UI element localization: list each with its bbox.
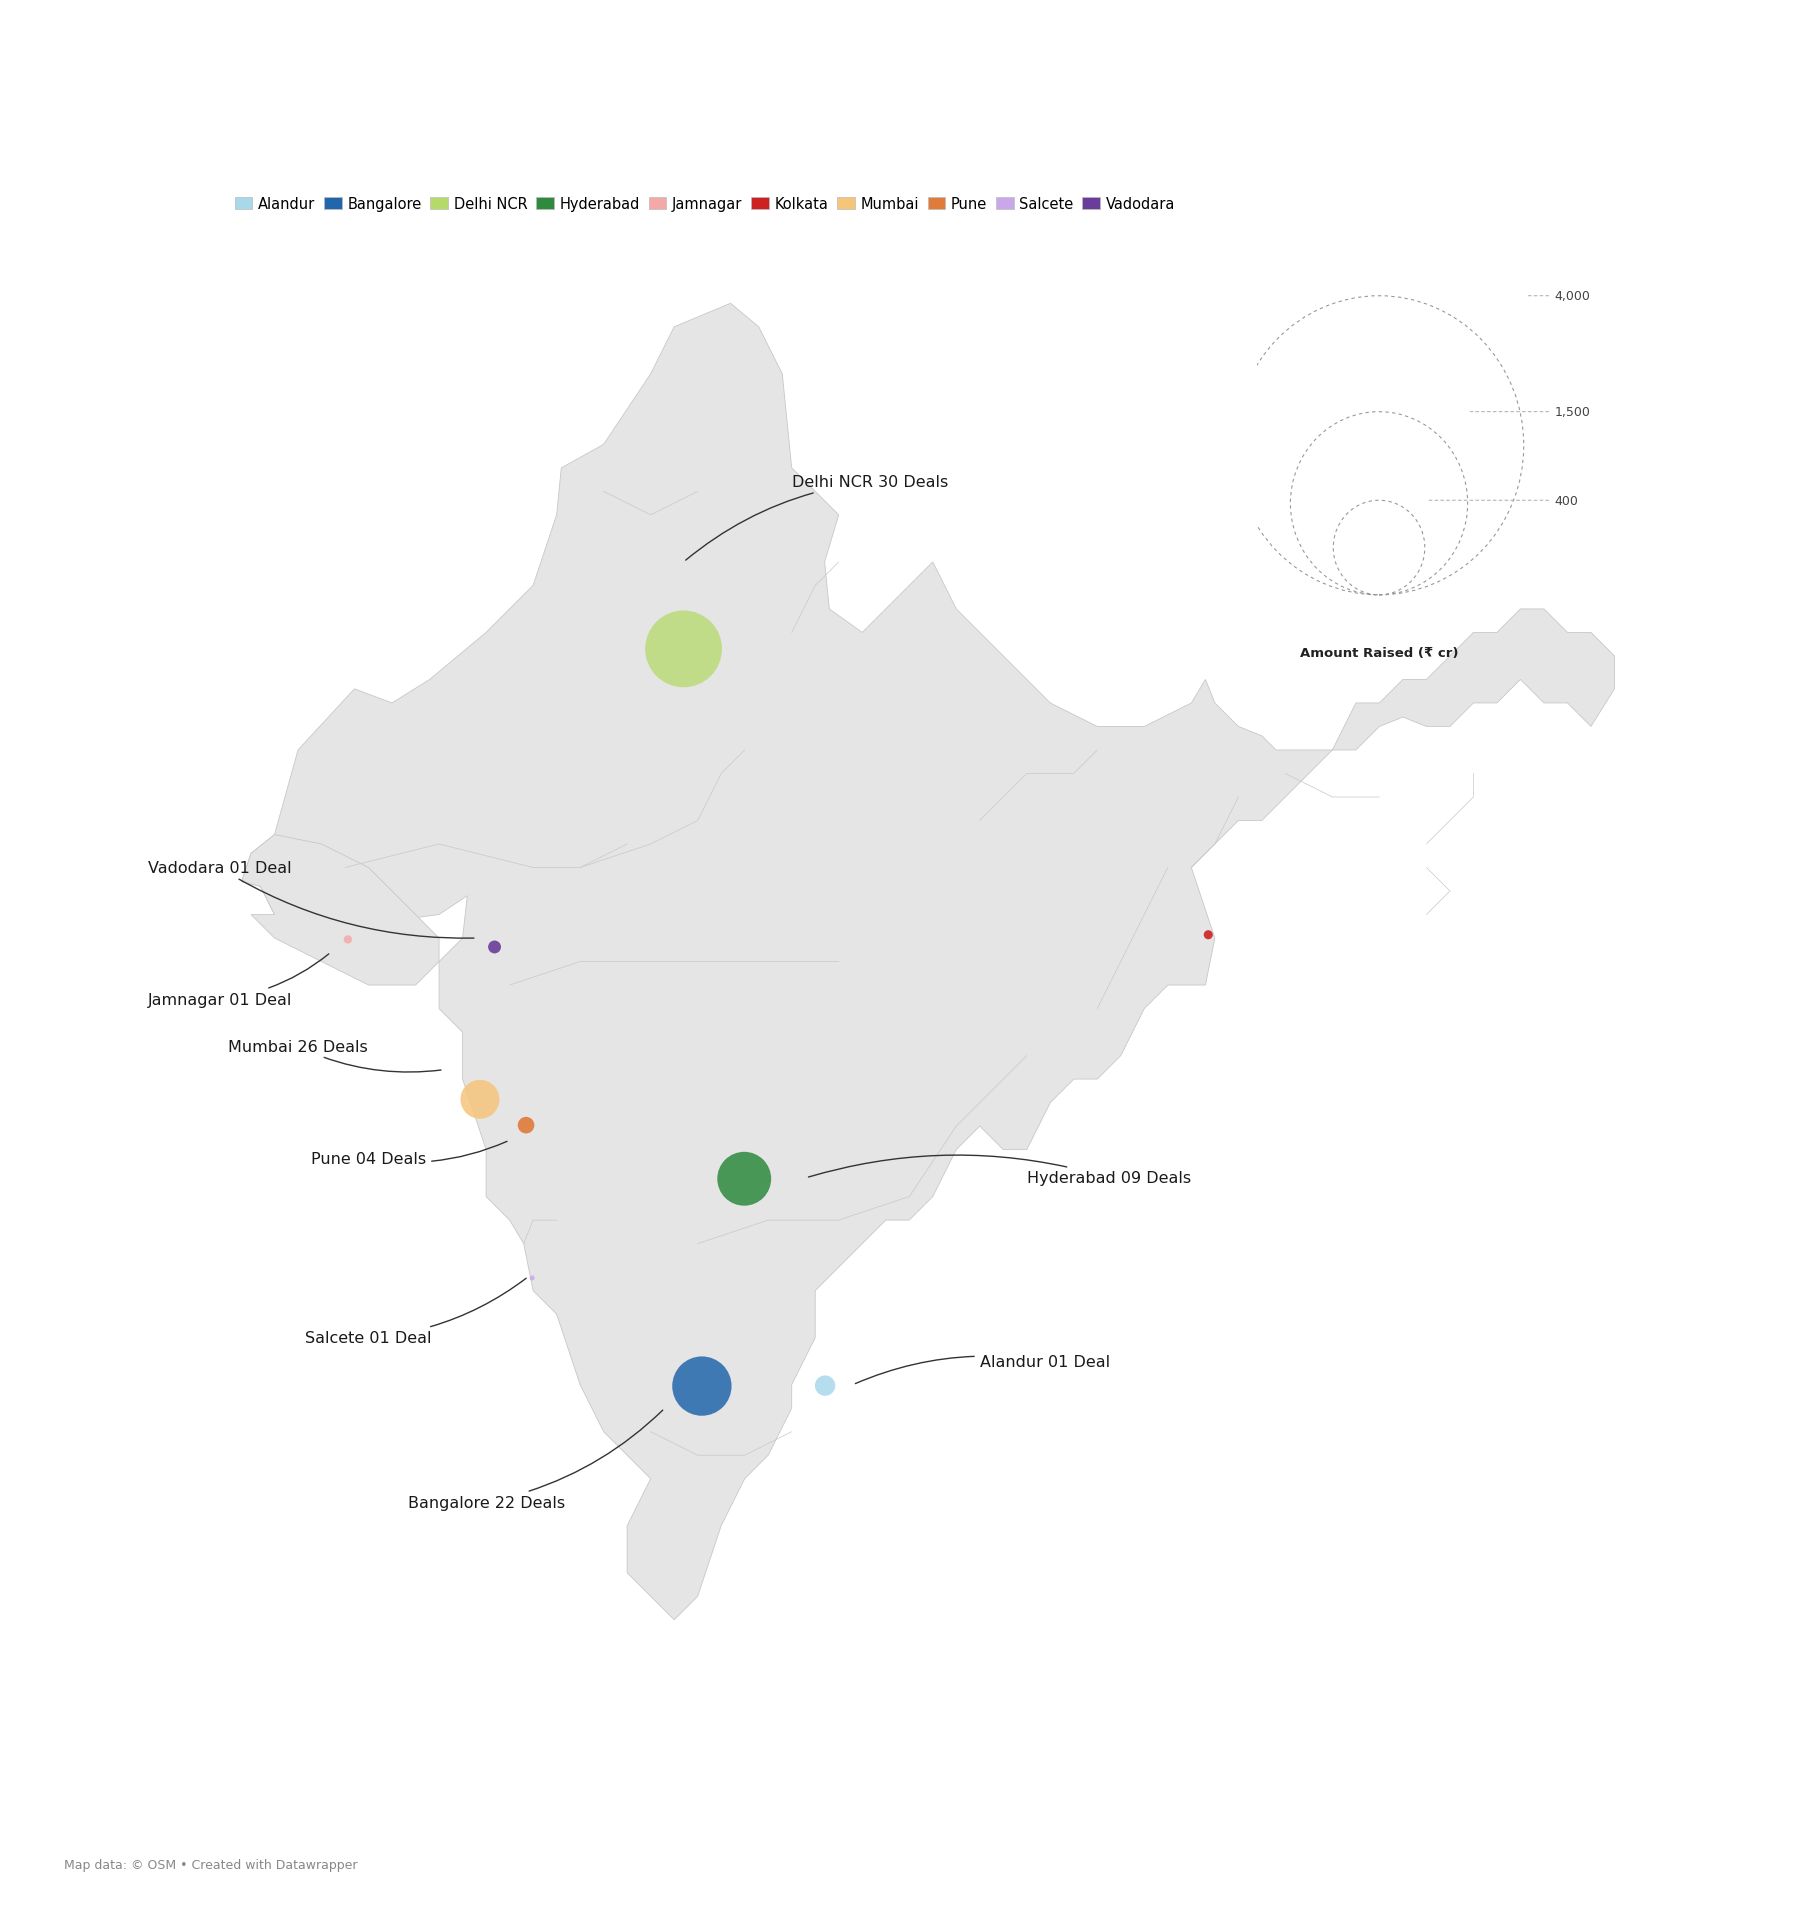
Legend: Alandur, Bangalore, Delhi NCR, Hyderabad, Jamnagar, Kolkata, Mumbai, Pune, Salce: Alandur, Bangalore, Delhi NCR, Hyderabad… (235, 198, 1176, 211)
Circle shape (488, 941, 501, 954)
Circle shape (530, 1276, 535, 1280)
Circle shape (815, 1375, 835, 1396)
Text: Vadodara 01 Deal: Vadodara 01 Deal (147, 861, 473, 939)
Circle shape (344, 935, 351, 945)
Text: Alandur 01 Deal: Alandur 01 Deal (855, 1354, 1110, 1383)
Circle shape (644, 612, 723, 688)
Text: Hyderabad 09 Deals: Hyderabad 09 Deals (808, 1156, 1190, 1185)
Text: Mumbai 26 Deals: Mumbai 26 Deals (228, 1038, 440, 1073)
Text: Salcete 01 Deal: Salcete 01 Deal (306, 1278, 526, 1345)
Text: Jamnagar 01 Deal: Jamnagar 01 Deal (147, 954, 329, 1008)
Circle shape (717, 1153, 772, 1206)
Polygon shape (242, 834, 439, 985)
Text: Bangalore 22 Deals: Bangalore 22 Deals (408, 1410, 662, 1511)
Text: Pune 04 Deals: Pune 04 Deals (311, 1141, 508, 1168)
Polygon shape (242, 305, 1614, 1619)
Circle shape (672, 1356, 732, 1415)
Circle shape (517, 1116, 535, 1133)
Circle shape (1203, 932, 1212, 939)
Text: Delhi NCR 30 Deals: Delhi NCR 30 Deals (686, 474, 948, 560)
Text: Map data: © OSM • Created with Datawrapper: Map data: © OSM • Created with Datawrapp… (64, 1857, 357, 1871)
Circle shape (460, 1080, 499, 1120)
